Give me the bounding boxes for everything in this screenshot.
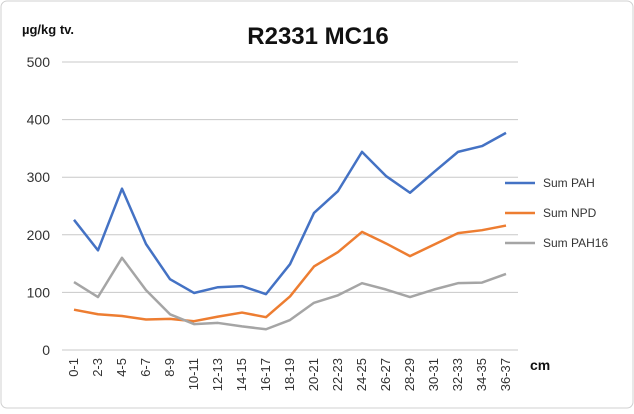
x-tick-label: 2-3	[90, 358, 105, 377]
x-tick-label: 14-15	[234, 358, 249, 391]
x-tick-label: 30-31	[426, 358, 441, 391]
x-tick-label: 12-13	[210, 358, 225, 391]
x-tick-label: 34-35	[474, 358, 489, 391]
series-line	[73, 131, 507, 296]
y-tick-label: 100	[27, 284, 51, 300]
series-line	[73, 256, 507, 331]
x-tick-label: 0-1	[66, 358, 81, 377]
x-tick-label: 24-25	[354, 358, 369, 391]
x-tick-label: 4-5	[114, 358, 129, 377]
x-tick-label: 22-23	[330, 358, 345, 391]
legend-label: Sum PAH	[543, 176, 595, 190]
y-tick-label: 0	[42, 342, 50, 358]
legend-label: Sum NPD	[543, 206, 597, 220]
x-tick-label: 36-37	[498, 358, 513, 391]
y-tick-label: 400	[27, 112, 51, 128]
series-line	[73, 224, 507, 323]
y-tick-label: 500	[27, 54, 51, 70]
x-tick-label: 20-21	[306, 358, 321, 391]
x-tick-label: 32-33	[450, 358, 465, 391]
x-tick-label: 18-19	[282, 358, 297, 391]
x-tick-label: 28-29	[402, 358, 417, 391]
y-tick-label: 300	[27, 169, 51, 185]
x-tick-label: 16-17	[258, 358, 273, 391]
chart-title: R2331 MC16	[247, 23, 388, 50]
x-tick-label: 26-27	[378, 358, 393, 391]
y-tick-label: 200	[27, 227, 51, 243]
x-axis-label: cm	[530, 357, 550, 373]
legend-label: Sum PAH16	[543, 236, 608, 250]
y-axis-label: µg/kg tv.	[22, 22, 74, 37]
x-tick-label: 8-9	[162, 358, 177, 377]
x-tick-label: 6-7	[138, 358, 153, 377]
x-tick-label: 10-11	[186, 358, 201, 390]
